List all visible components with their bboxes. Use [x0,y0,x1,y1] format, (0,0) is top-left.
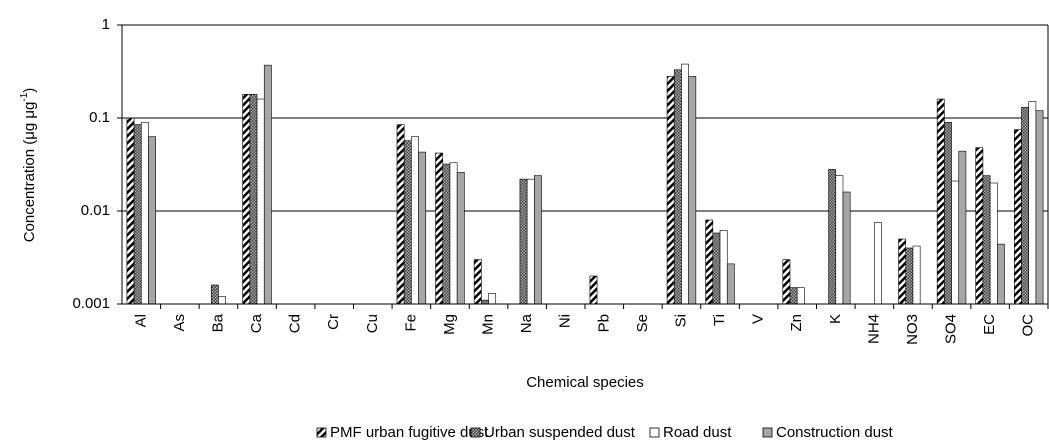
x-tick-label: Cd [287,314,304,333]
bar [898,238,907,305]
bar [951,180,960,305]
bar [944,121,952,305]
x-tick-label: NO3 [904,314,921,345]
bar [456,172,465,305]
bar [936,98,945,305]
bar [411,136,419,305]
bar [249,93,258,305]
bar [681,63,689,305]
bar [719,230,728,305]
x-tick-label: Ca [248,313,265,333]
bar [842,191,851,305]
bar [435,152,444,305]
bar [396,124,405,305]
bar [589,275,598,305]
x-tick-label: Si [672,314,689,327]
x-tick-label: Fe [402,314,419,332]
y-tick-label: 0.1 [89,109,110,126]
x-tick-label: V [750,314,767,324]
bar [828,169,837,305]
bar [989,182,998,305]
y-tick-label: 1 [102,16,110,33]
x-tick-label: SO4 [943,314,960,344]
bar [418,151,427,305]
bar [1028,101,1037,305]
bar [958,150,967,305]
bar [488,293,497,305]
bar [449,162,458,305]
bar [442,163,451,305]
bar [148,136,156,305]
bar [673,69,682,305]
bar [782,259,791,305]
bar [688,76,697,305]
x-tick-label: OC [1020,314,1037,337]
x-tick-label: NH4 [865,314,882,344]
bar [726,263,735,305]
legend-swatch [470,427,481,438]
x-tick-label: Cu [364,314,381,333]
bar [403,140,412,305]
bar [140,121,149,305]
bar [263,64,272,305]
bar [874,222,882,305]
x-tick-label: Zn [788,314,805,332]
x-tick-label: Al [132,314,149,327]
x-tick-label: Pb [595,314,612,332]
bar [210,284,219,305]
bar [242,93,251,305]
x-axis-label: Chemical species [526,374,644,391]
legend-swatch [649,427,660,438]
bar [712,232,721,305]
x-tick-label: Ti [711,314,728,326]
bar [912,245,921,305]
bar [1014,129,1022,305]
bar [256,98,265,305]
bar [473,259,482,305]
y-label-end: ) [21,88,38,93]
x-tick-label: Na [518,313,535,333]
x-tick-label: EC [981,314,998,335]
bar [975,147,984,305]
legend-swatch [762,427,773,438]
x-tick-label: Ni [557,314,574,328]
bar [789,287,798,305]
x-tick-label: As [171,314,188,332]
x-tick-label: Mg [441,314,458,335]
legend-label: PMF urban fugitive dust [330,424,489,441]
bar [526,178,535,305]
legend-label: Construction dust [776,424,894,441]
bar [519,178,528,305]
bar [133,124,142,305]
bar [481,299,489,305]
y-label-main: Concentration (μg μg [21,102,38,243]
x-tick-label: Ba [209,313,226,332]
x-tick-label: K [827,314,844,324]
bar [1035,110,1044,305]
bar [997,243,1005,305]
y-tick-label: 0.01 [81,202,110,219]
legend-label: Urban suspended dust [484,424,636,441]
y-label-sup: -1 [19,92,30,101]
bar [982,175,991,305]
bar [534,175,542,305]
bar [1021,107,1030,305]
bar [835,175,844,305]
y-tick-label: 0.001 [72,295,110,312]
x-tick-label: Mn [480,314,497,335]
x-tick-label: Se [634,314,651,332]
bar [666,76,675,305]
legend-swatch [316,427,327,438]
bar [905,247,914,305]
bar [796,287,805,305]
bar [126,117,135,305]
bar [705,219,714,305]
y-axis-label: Concentration (μg μg-1) [19,88,38,243]
legend-label: Road dust [663,424,732,441]
x-tick-label: Cr [325,314,342,330]
bar [218,296,226,305]
